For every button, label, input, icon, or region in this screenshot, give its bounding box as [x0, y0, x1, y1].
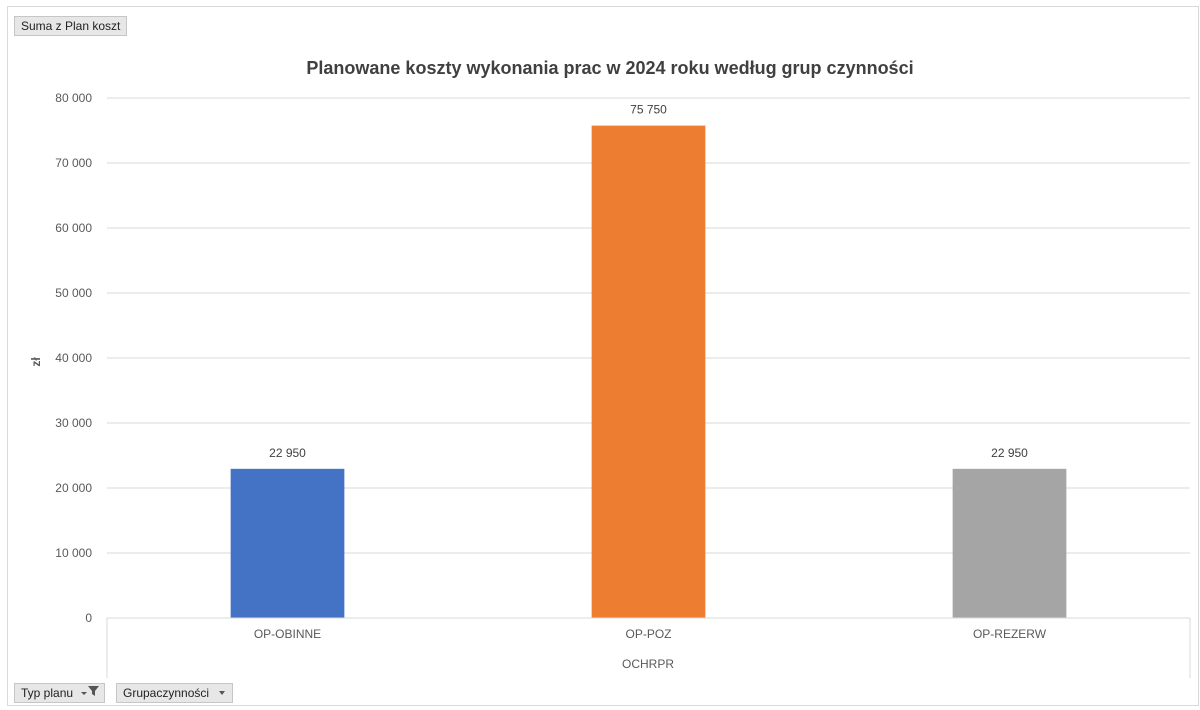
y-tick-label: 0: [85, 611, 92, 625]
bars: 22 950 75 750 22 950: [230, 103, 1067, 618]
filter-field-label: Typ planu: [21, 686, 74, 700]
y-tick-label: 20 000: [55, 481, 92, 495]
filter-dropdown-icon[interactable]: [80, 684, 100, 703]
x-axis-categories: OP-OBINNE OP-POZ OP-REZERW: [254, 627, 1047, 641]
filter-field-button[interactable]: Typ planu: [14, 683, 106, 703]
y-tick-label: 70 000: [55, 156, 92, 170]
y-tick-label: 50 000: [55, 286, 92, 300]
y-tick-label: 60 000: [55, 221, 92, 235]
x-tick-label: OP-POZ: [625, 627, 671, 641]
value-field-button[interactable]: Suma z Plan koszt: [14, 16, 128, 36]
chevron-down-icon[interactable]: [216, 684, 228, 703]
bar: [952, 468, 1067, 618]
x-axis-group-label: OCHRPR: [622, 657, 674, 671]
bar: [591, 125, 706, 618]
y-tick-label: 40 000: [55, 351, 92, 365]
chart-title: Planowane koszty wykonania prac w 2024 r…: [306, 58, 913, 78]
y-tick-label: 80 000: [55, 91, 92, 105]
x-tick-label: OP-REZERW: [973, 627, 1047, 641]
y-tick-label: 30 000: [55, 416, 92, 430]
axis-field-label: Grupaczynności: [123, 686, 210, 700]
value-field-label: Suma z Plan koszt: [21, 19, 121, 33]
chart-frame: [7, 6, 1199, 706]
bar: [230, 468, 345, 618]
data-label: 22 950: [991, 446, 1028, 460]
y-axis-label: zł: [29, 357, 43, 367]
data-label: 75 750: [630, 103, 667, 117]
axis-field-button[interactable]: Grupaczynności: [116, 683, 234, 703]
x-tick-label: OP-OBINNE: [254, 627, 321, 641]
y-axis-ticks: 0 10 000 20 000 30 000 40 000 50 000 60 000 70 …: [55, 91, 92, 625]
y-tick-label: 10 000: [55, 546, 92, 560]
data-label: 22 950: [269, 446, 306, 460]
